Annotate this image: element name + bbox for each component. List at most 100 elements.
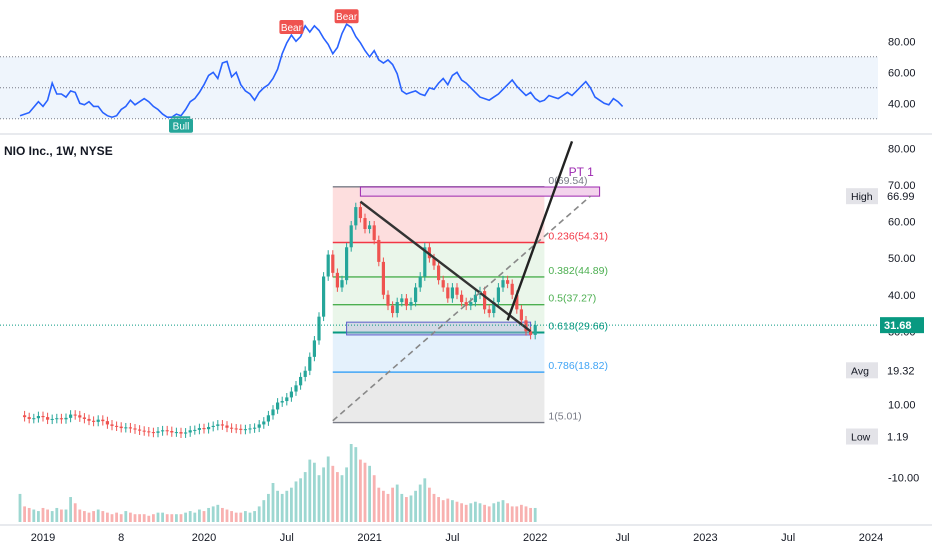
candle-body bbox=[395, 302, 399, 314]
volume-bar bbox=[156, 512, 160, 522]
candle-body bbox=[23, 415, 27, 418]
volume-bar bbox=[147, 515, 151, 522]
candle-body bbox=[446, 287, 450, 299]
rsi-axis-tick: 40.00 bbox=[888, 98, 916, 110]
x-axis-tick: 2020 bbox=[192, 532, 216, 544]
fib-level-label: 1(5.01) bbox=[548, 411, 581, 423]
candle-body bbox=[151, 432, 155, 434]
volume-bar bbox=[207, 507, 210, 522]
candle-body bbox=[142, 430, 146, 432]
volume-bar bbox=[41, 507, 45, 522]
candle-body bbox=[354, 207, 358, 226]
volume-bar bbox=[92, 511, 95, 522]
volume-bar bbox=[423, 478, 427, 522]
descending-trendline bbox=[359, 200, 532, 333]
candle-body bbox=[299, 376, 303, 386]
candle-body bbox=[381, 261, 385, 295]
candle-body bbox=[437, 265, 441, 281]
bear-signal-marker bbox=[279, 20, 304, 35]
volume-bar bbox=[497, 501, 500, 522]
volume-bar bbox=[487, 506, 491, 522]
volume-bar bbox=[193, 512, 197, 522]
volume-bar bbox=[414, 490, 417, 522]
candle-body bbox=[441, 280, 445, 288]
candle-body bbox=[78, 415, 82, 418]
candle-body bbox=[101, 419, 105, 422]
price-stat-tag bbox=[846, 362, 878, 379]
candle-body bbox=[105, 421, 109, 425]
volume-bar bbox=[230, 511, 233, 522]
volume-bar bbox=[69, 497, 72, 522]
candle-body bbox=[266, 415, 270, 422]
volume-bar bbox=[510, 506, 514, 522]
candle-body bbox=[128, 427, 132, 429]
candle-body bbox=[423, 247, 427, 277]
volume-bar bbox=[271, 483, 275, 522]
symbol-title: NIO Inc., 1W, NYSE bbox=[4, 144, 113, 158]
volume-bar bbox=[377, 487, 381, 522]
x-axis-tick: Jul bbox=[616, 532, 630, 544]
candle-body bbox=[179, 432, 183, 434]
volume-bar bbox=[253, 511, 256, 522]
candle-body bbox=[225, 425, 229, 428]
volume-bar bbox=[221, 507, 224, 522]
candle-body bbox=[239, 428, 243, 430]
volume-bar bbox=[27, 507, 31, 522]
candle-body bbox=[115, 425, 119, 427]
candle-body bbox=[165, 430, 169, 432]
candle-body bbox=[211, 425, 215, 427]
price-axis-tick: -10.00 bbox=[888, 472, 919, 484]
volume-bar bbox=[529, 507, 532, 522]
volume-bar bbox=[418, 484, 422, 522]
candle-body bbox=[519, 309, 523, 321]
price-target-label: PT 1 bbox=[569, 165, 594, 179]
candle-body bbox=[308, 356, 312, 371]
candle-body bbox=[110, 424, 114, 426]
volume-bar bbox=[386, 493, 390, 522]
volume-bar bbox=[225, 509, 229, 522]
volume-bar bbox=[345, 467, 348, 522]
volume-bar bbox=[106, 512, 109, 522]
candle-body bbox=[156, 431, 160, 433]
volume-bar bbox=[409, 495, 413, 522]
price-axis-tick: 10.00 bbox=[888, 399, 916, 411]
volume-bar bbox=[506, 503, 509, 522]
volume-bar bbox=[46, 509, 49, 522]
volume-bar bbox=[32, 509, 36, 522]
volume-bar bbox=[340, 475, 344, 522]
candle-body bbox=[248, 428, 252, 430]
volume-bar bbox=[354, 447, 358, 522]
x-axis-tick: 2019 bbox=[31, 532, 55, 544]
price-stat-label: Low bbox=[851, 432, 871, 444]
volume-bar bbox=[501, 500, 505, 522]
candle-body bbox=[469, 302, 473, 306]
volume-bar bbox=[101, 511, 105, 522]
volume-bar bbox=[428, 487, 431, 522]
volume-bar bbox=[322, 467, 325, 522]
volume-bar bbox=[520, 504, 523, 522]
volume-bar bbox=[110, 514, 114, 522]
volume-bar bbox=[474, 501, 477, 522]
candle-body bbox=[524, 320, 528, 332]
projection-line bbox=[506, 140, 574, 321]
fib-zone bbox=[332, 372, 545, 423]
price-stat-value: 1.19 bbox=[887, 432, 908, 444]
candle-body bbox=[138, 429, 142, 431]
candle-body bbox=[59, 418, 63, 420]
volume-bar bbox=[533, 507, 537, 522]
volume-bar bbox=[267, 493, 270, 522]
volume-bar bbox=[469, 503, 473, 522]
volume-bar bbox=[515, 506, 519, 522]
candle-body bbox=[400, 298, 404, 303]
candle-body bbox=[55, 418, 59, 420]
volume-bar bbox=[50, 511, 54, 522]
price-stat-value: 19.32 bbox=[887, 365, 915, 377]
volume-bar bbox=[326, 456, 330, 522]
x-axis-tick: 2023 bbox=[693, 532, 717, 544]
rsi-line bbox=[19, 23, 624, 119]
rsi-axis-tick: 60.00 bbox=[888, 67, 916, 79]
candle-body bbox=[368, 225, 372, 230]
candle-body bbox=[492, 302, 496, 314]
candle-body bbox=[312, 340, 316, 357]
